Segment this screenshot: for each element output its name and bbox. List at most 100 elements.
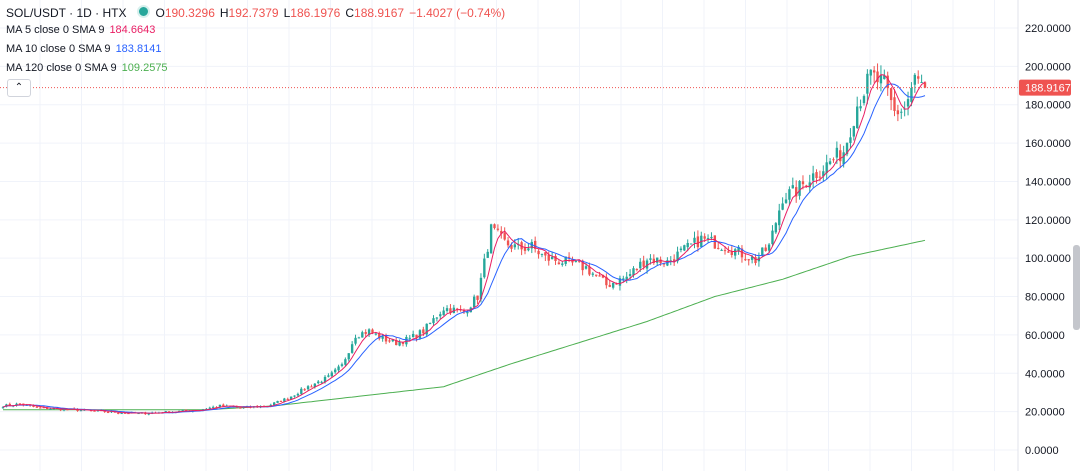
candle-body — [578, 261, 581, 263]
price-axis[interactable]: 220.0000 200.0000 180.0000 160.0000 140.0000… — [1017, 0, 1080, 471]
candle-body — [686, 242, 689, 248]
candle-body — [337, 366, 340, 371]
candle-body — [384, 335, 388, 342]
ma120-legend[interactable]: MA 120 close 0 SMA 9 109.2575 — [6, 62, 173, 74]
candle-body — [289, 396, 293, 400]
candle-body — [856, 106, 859, 128]
candle-body — [557, 262, 561, 265]
candle-body — [334, 369, 337, 373]
candle-body — [347, 353, 350, 360]
low-label: L — [283, 6, 291, 20]
candle-body — [720, 249, 723, 251]
moving-average-layer — [2, 74, 926, 414]
candle-body — [510, 244, 513, 249]
candle-body — [683, 245, 686, 251]
candle-body — [798, 180, 801, 196]
candle-body — [208, 407, 211, 409]
candle-body — [618, 278, 622, 286]
candle-body — [276, 400, 279, 403]
candle-body — [835, 147, 839, 158]
candle-body — [476, 295, 479, 300]
high-label: H — [219, 6, 229, 20]
price-tick-label: 140.0000 — [1025, 176, 1071, 188]
candle-body — [381, 336, 384, 339]
price-tick-label: 80.0000 — [1025, 292, 1065, 304]
candle-body — [622, 278, 625, 280]
candle-body — [567, 256, 571, 258]
candle-body — [862, 96, 866, 104]
candle-body — [818, 176, 822, 178]
candle-body — [340, 364, 344, 366]
candle-body — [795, 187, 798, 197]
candle-body — [584, 266, 588, 269]
scrollbar[interactable] — [1073, 245, 1080, 330]
ma10-legend[interactable]: MA 10 close 0 SMA 9 183.8141 — [6, 43, 166, 55]
symbol-title[interactable]: SOL/USDT · 1D · HTX — [6, 6, 127, 20]
candle-body — [672, 259, 676, 263]
candle-body — [293, 395, 296, 397]
candle-body — [327, 375, 330, 377]
candle-body — [605, 276, 608, 286]
candle-body — [123, 412, 127, 414]
candle-body — [49, 408, 52, 410]
candle-body — [401, 342, 405, 344]
candle-body — [906, 99, 910, 107]
candle-body — [588, 266, 591, 275]
candle-body — [737, 246, 740, 251]
candle-body — [866, 73, 869, 94]
candle-body — [520, 242, 523, 250]
ma120-label: MA 120 close 0 SMA 9 — [6, 62, 117, 74]
candle-body — [886, 75, 889, 89]
candle-body — [879, 75, 883, 84]
candle-body — [395, 340, 398, 346]
candle-body — [703, 236, 706, 239]
candle-body — [344, 359, 347, 365]
candle-body — [693, 237, 696, 243]
candle-body — [408, 337, 411, 339]
candle-body — [415, 334, 418, 339]
candle-body — [574, 260, 578, 262]
candle-body — [428, 322, 432, 324]
candle-body — [581, 260, 584, 271]
candle-body — [283, 398, 286, 402]
candle-body — [533, 240, 537, 249]
candle-body — [917, 76, 920, 79]
candle-body — [350, 344, 354, 353]
candle-body — [479, 277, 483, 300]
candle-body — [845, 142, 849, 155]
candle-body — [822, 171, 825, 177]
collapse-legend-button[interactable]: ⌃ — [7, 79, 31, 97]
candle-body — [696, 236, 700, 248]
candle-body — [676, 251, 679, 262]
candle-body — [93, 410, 96, 412]
candle-body — [561, 263, 564, 265]
candle-body — [805, 185, 808, 188]
candle-body — [364, 332, 367, 334]
candle-body — [110, 411, 113, 413]
candle-body — [201, 409, 205, 411]
candle-body — [418, 330, 422, 339]
candle-body — [608, 284, 611, 287]
ma5-legend[interactable]: MA 5 close 0 SMA 9 184.6643 — [6, 24, 160, 36]
candle-body — [730, 251, 733, 255]
candle-body — [791, 185, 794, 189]
candle-body — [530, 241, 533, 249]
candle-body — [537, 250, 540, 255]
candle-body — [367, 329, 371, 335]
candle-body — [774, 223, 778, 233]
candle-body — [706, 238, 710, 240]
candle-body — [659, 259, 662, 264]
candle-body — [550, 256, 554, 260]
close-label: C — [345, 6, 355, 20]
candle-body — [920, 81, 923, 83]
candle-body — [272, 402, 276, 405]
candle-body — [825, 162, 828, 174]
candle-body — [679, 248, 683, 251]
candle-body — [66, 409, 69, 411]
candle-body — [900, 111, 903, 113]
candle-body — [496, 228, 500, 230]
candle-body — [598, 275, 601, 277]
change-value: −1.4027 (−0.74%) — [409, 6, 506, 20]
close-value: 188.9167 — [354, 6, 405, 20]
